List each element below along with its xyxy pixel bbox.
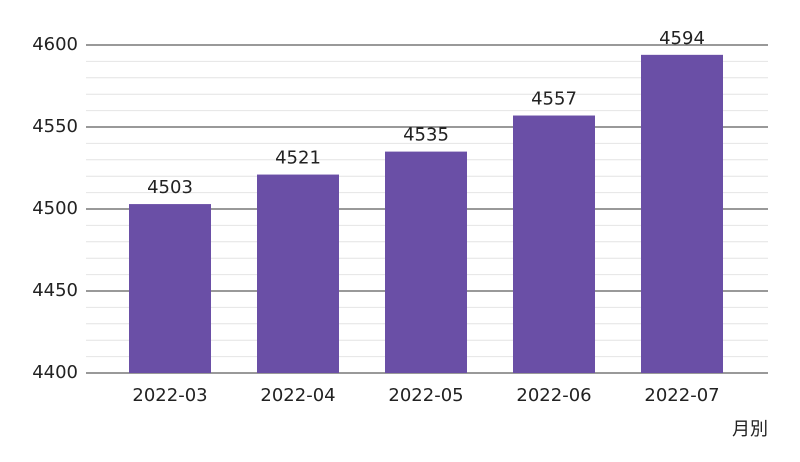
x-tick-label: 2022-03 xyxy=(132,385,207,406)
value-label: 4521 xyxy=(275,148,321,169)
y-tick-label: 4550 xyxy=(32,116,78,137)
bar xyxy=(385,151,467,373)
x-tick-label: 2022-06 xyxy=(516,385,591,406)
value-label: 4557 xyxy=(531,89,577,110)
bar xyxy=(257,174,339,373)
x-axis-label: 月別 xyxy=(732,419,768,440)
bar xyxy=(513,115,595,374)
bar xyxy=(641,54,723,374)
y-tick-label: 4600 xyxy=(32,34,78,55)
value-label: 4503 xyxy=(147,177,193,198)
x-tick-label: 2022-04 xyxy=(260,385,335,406)
y-tick-label: 4450 xyxy=(32,280,78,301)
value-label: 4594 xyxy=(659,28,705,49)
bar xyxy=(129,204,211,373)
y-tick-label: 4400 xyxy=(32,362,78,383)
value-label: 4535 xyxy=(403,125,449,146)
x-tick-label: 2022-07 xyxy=(644,385,719,406)
y-tick-label: 4500 xyxy=(32,198,78,219)
x-tick-label: 2022-05 xyxy=(388,385,463,406)
